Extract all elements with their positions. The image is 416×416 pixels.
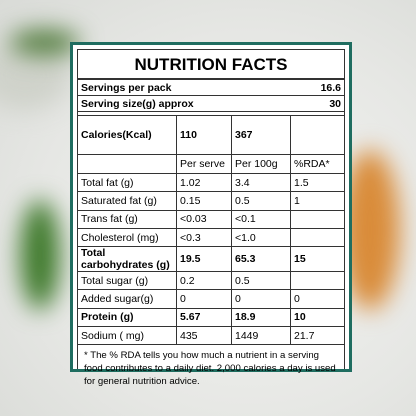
empty-cell xyxy=(290,115,344,155)
empty-cell xyxy=(78,154,177,174)
nutrition-panel: NUTRITION FACTS Servings per pack 16.6 Ser… xyxy=(70,42,352,387)
nutrient-value: 5.67 xyxy=(176,307,232,328)
column-header: %RDA* xyxy=(290,154,344,174)
nutrient-value: <0.03 xyxy=(176,209,232,229)
nutrient-value xyxy=(290,209,344,229)
nutrient-value: 3.4 xyxy=(231,172,291,193)
nutrient-value: 21.7 xyxy=(290,326,344,346)
calories-row: Calories(Kcal) 110 367 xyxy=(78,115,344,155)
nutrient-name: Total fat (g) xyxy=(78,172,177,193)
nutrient-value: 0.5 xyxy=(231,271,291,291)
nutrient-value: 1.02 xyxy=(176,172,232,193)
blur-leaf xyxy=(20,200,60,310)
nutrient-name: Added sugar(g) xyxy=(78,289,177,309)
nutrient-value: 0 xyxy=(231,289,291,309)
nutrient-row: Added sugar(g) 0 0 0 xyxy=(78,289,344,309)
serving-row: Servings per pack 16.6 xyxy=(78,79,344,96)
nutrient-row: Total fat (g) 1.02 3.4 1.5 xyxy=(78,172,344,193)
nutrient-value: <0.1 xyxy=(231,209,291,229)
nutrient-value: 0 xyxy=(290,289,344,309)
nutrient-value: 15 xyxy=(290,246,344,273)
nutrient-value xyxy=(290,227,344,248)
nutrient-name: Total sugar (g) xyxy=(78,271,177,291)
serving-value: 16.6 xyxy=(295,79,344,96)
nutrient-row: Cholesterol (mg) <0.3 <1.0 xyxy=(78,227,344,248)
nutrient-row: Total sugar (g) 0.2 0.5 xyxy=(78,271,344,291)
header-row: Per serve Per 100g %RDA* xyxy=(78,154,344,174)
nutrient-value: 1449 xyxy=(231,326,291,346)
nutrient-value: 65.3 xyxy=(231,246,291,273)
serving-row: Serving size(g) approx 30 xyxy=(78,95,344,112)
blur-leaf xyxy=(10,30,80,55)
nutrient-value: 1 xyxy=(290,191,344,211)
nutrient-row: Sodium ( mg) 435 1449 21.7 xyxy=(78,326,344,346)
calories-per-100g: 367 xyxy=(231,115,291,155)
nutrient-name: Cholesterol (mg) xyxy=(78,227,177,248)
nutrient-name: Total carbohydrates (g) xyxy=(78,246,177,273)
nutrient-value: 0.2 xyxy=(176,271,232,291)
nutrient-row: Saturated fat (g) 0.15 0.5 1 xyxy=(78,191,344,211)
nutrient-row: Protein (g) 5.67 18.9 10 xyxy=(78,307,344,328)
nutrient-value: <0.3 xyxy=(176,227,232,248)
calories-label: Calories(Kcal) xyxy=(78,115,177,155)
nutrient-value: <1.0 xyxy=(231,227,291,248)
nutrient-value: 0.5 xyxy=(231,191,291,211)
footnote: * The % RDA tells you how much a nutrien… xyxy=(84,350,336,388)
serving-label: Serving size(g) approx xyxy=(78,95,296,112)
nutrient-value: 10 xyxy=(290,307,344,328)
nutrient-name: Trans fat (g) xyxy=(78,209,177,229)
nutrient-name: Protein (g) xyxy=(78,307,177,328)
serving-value: 30 xyxy=(295,95,344,112)
nutrient-value: 18.9 xyxy=(231,307,291,328)
nutrient-value xyxy=(290,271,344,291)
nutrient-name: Saturated fat (g) xyxy=(78,191,177,211)
nutrient-name: Sodium ( mg) xyxy=(78,326,177,346)
column-header: Per serve xyxy=(176,154,232,174)
column-header: Per 100g xyxy=(231,154,291,174)
nutrient-value: 1.5 xyxy=(290,172,344,193)
nutrient-row: Trans fat (g) <0.03 <0.1 xyxy=(78,209,344,229)
nutrition-table: Calories(Kcal) 110 367 Per serve Per 100g %RD… xyxy=(78,115,344,346)
nutrient-value: 19.5 xyxy=(176,246,232,273)
servings-table: Servings per pack 16.6 Serving size(g) app… xyxy=(78,79,344,112)
title: NUTRITION FACTS xyxy=(78,50,344,79)
nutrient-value: 0 xyxy=(176,289,232,309)
nutrient-value: 0.15 xyxy=(176,191,232,211)
serving-label: Servings per pack xyxy=(78,79,296,96)
nutrient-value: 435 xyxy=(176,326,232,346)
calories-per-serve: 110 xyxy=(176,115,232,155)
label-box: NUTRITION FACTS Servings per pack 16.6 Ser… xyxy=(77,49,345,387)
nutrient-row: Total carbohydrates (g) 19.5 65.3 15 xyxy=(78,246,344,273)
